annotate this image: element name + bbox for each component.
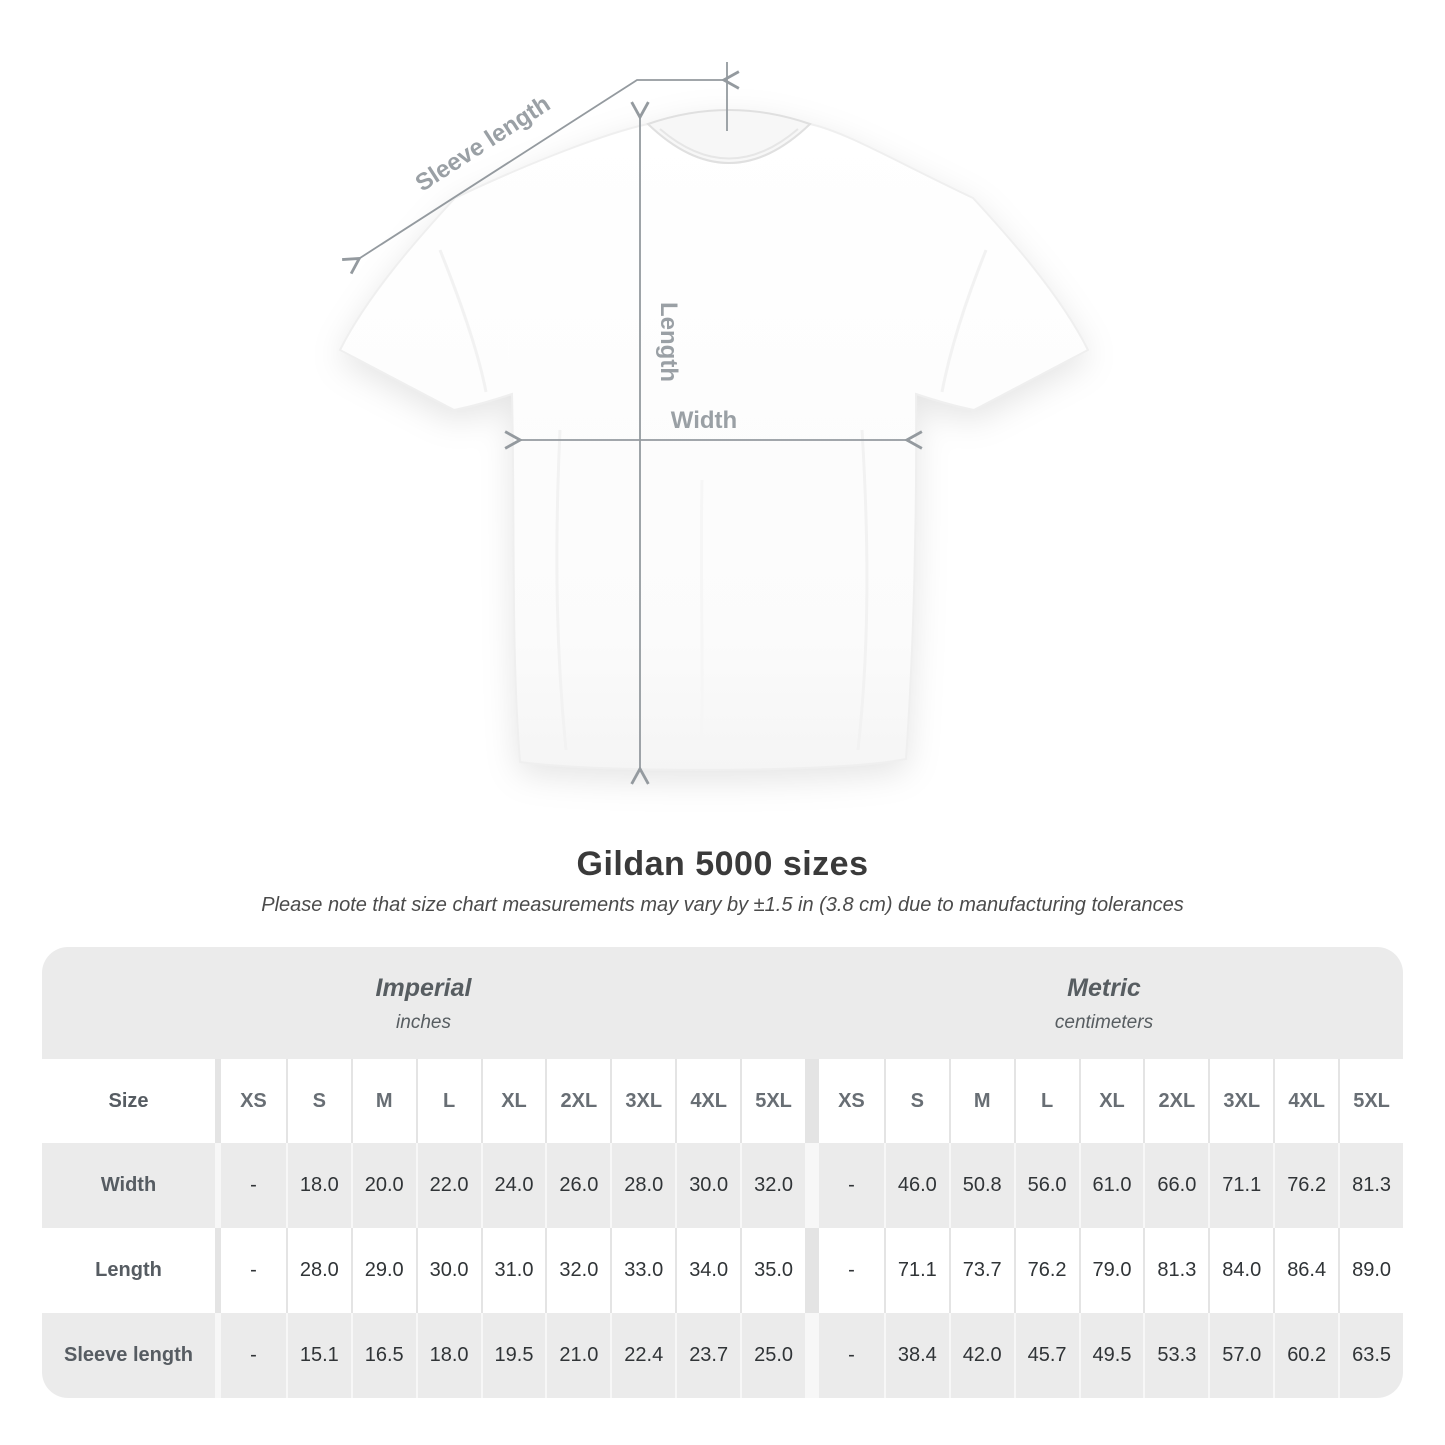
cell: 60.2: [1273, 1313, 1339, 1398]
size-header: S: [883, 1059, 949, 1143]
size-header: XS: [818, 1059, 884, 1143]
size-header: 5XL: [740, 1059, 805, 1143]
size-header: 4XL: [1273, 1059, 1339, 1143]
cell: -: [818, 1143, 884, 1228]
tolerance-note: Please note that size chart measurements…: [261, 894, 1184, 916]
cell: 18.0: [285, 1143, 351, 1228]
cell: 73.7: [948, 1228, 1014, 1313]
divider: [215, 1313, 221, 1398]
size-header: 2XL: [1143, 1059, 1209, 1143]
imperial-label: Imperial: [375, 974, 472, 1002]
divider: [215, 1228, 221, 1313]
size-header: 3XL: [1208, 1059, 1274, 1143]
cell: 23.7: [675, 1313, 741, 1398]
cell: 81.3: [1338, 1143, 1403, 1228]
cell: 45.7: [1013, 1313, 1079, 1398]
cell: 35.0: [740, 1228, 805, 1313]
cell: 16.5: [350, 1313, 416, 1398]
cell: 50.8: [948, 1143, 1014, 1228]
cell: 38.4: [883, 1313, 949, 1398]
cell: 46.0: [883, 1143, 949, 1228]
cell: 28.0: [285, 1228, 351, 1313]
cell: 29.0: [350, 1228, 416, 1313]
size-header: 5XL: [1338, 1059, 1403, 1143]
cell: 79.0: [1078, 1228, 1144, 1313]
section-divider: [804, 1228, 819, 1313]
cell: 15.1: [285, 1313, 351, 1398]
width-label: Width: [671, 407, 737, 434]
cell: 61.0: [1078, 1143, 1144, 1228]
size-column-header: Size: [42, 1059, 215, 1143]
section-divider: [804, 1059, 819, 1143]
cell: 22.4: [610, 1313, 676, 1398]
cell: 71.1: [883, 1228, 949, 1313]
section-divider: [804, 1313, 819, 1398]
cell: 53.3: [1143, 1313, 1209, 1398]
cell: 76.2: [1013, 1228, 1079, 1313]
page-title: Gildan 5000 sizes: [576, 845, 869, 883]
row-label: Width: [42, 1143, 215, 1228]
size-table: Imperial inches Metric centimeters Size …: [42, 947, 1403, 1398]
cell: 84.0: [1208, 1228, 1274, 1313]
cell: 32.0: [740, 1143, 805, 1228]
size-header: XS: [221, 1059, 286, 1143]
cell: 34.0: [675, 1228, 741, 1313]
size-header: M: [948, 1059, 1014, 1143]
row-label: Sleeve length: [42, 1313, 215, 1398]
sleeve-length-arrow: [342, 70, 740, 275]
cell: 32.0: [545, 1228, 611, 1313]
cell: 63.5: [1338, 1313, 1403, 1398]
size-header: S: [285, 1059, 351, 1143]
cell: 21.0: [545, 1313, 611, 1398]
metric-label: Metric: [1067, 974, 1141, 1002]
cell: 22.0: [415, 1143, 481, 1228]
cell: -: [221, 1143, 286, 1228]
size-header: XL: [1078, 1059, 1144, 1143]
size-header: XL: [480, 1059, 546, 1143]
length-label: Length: [655, 302, 682, 382]
size-header: 4XL: [675, 1059, 741, 1143]
cell: 89.0: [1338, 1228, 1403, 1313]
cell: 26.0: [545, 1143, 611, 1228]
divider: [215, 1143, 221, 1228]
cell: 30.0: [675, 1143, 741, 1228]
cell: 76.2: [1273, 1143, 1339, 1228]
cell: 57.0: [1208, 1313, 1274, 1398]
cell: -: [818, 1228, 884, 1313]
cell: 30.0: [415, 1228, 481, 1313]
cell: 19.5: [480, 1313, 546, 1398]
size-header: M: [350, 1059, 416, 1143]
cell: -: [221, 1313, 286, 1398]
section-divider: [804, 1143, 819, 1228]
cell: 81.3: [1143, 1228, 1209, 1313]
cell: -: [221, 1228, 286, 1313]
cell: 20.0: [350, 1143, 416, 1228]
cell: 24.0: [480, 1143, 546, 1228]
cell: 49.5: [1078, 1313, 1144, 1398]
metric-unit: centimeters: [1054, 1012, 1154, 1033]
metric-section-header: Metric centimeters: [804, 947, 1403, 1059]
cell: 33.0: [610, 1228, 676, 1313]
cell: 25.0: [740, 1313, 805, 1398]
cell: 66.0: [1143, 1143, 1209, 1228]
size-header: 3XL: [610, 1059, 676, 1143]
cell: 31.0: [480, 1228, 546, 1313]
cell: 18.0: [415, 1313, 481, 1398]
row-label: Length: [42, 1228, 215, 1313]
cell: 86.4: [1273, 1228, 1339, 1313]
cell: 56.0: [1013, 1143, 1079, 1228]
tshirt-diagram: Sleeve length Length Width: [338, 62, 1090, 785]
cell: 71.1: [1208, 1143, 1274, 1228]
size-header: L: [1013, 1059, 1079, 1143]
imperial-unit: inches: [396, 1012, 451, 1033]
cell: 42.0: [948, 1313, 1014, 1398]
cell: -: [818, 1313, 884, 1398]
imperial-section-header: Imperial inches: [42, 947, 805, 1059]
size-header: 2XL: [545, 1059, 611, 1143]
size-header: L: [415, 1059, 481, 1143]
cell: 28.0: [610, 1143, 676, 1228]
divider: [215, 1059, 221, 1143]
